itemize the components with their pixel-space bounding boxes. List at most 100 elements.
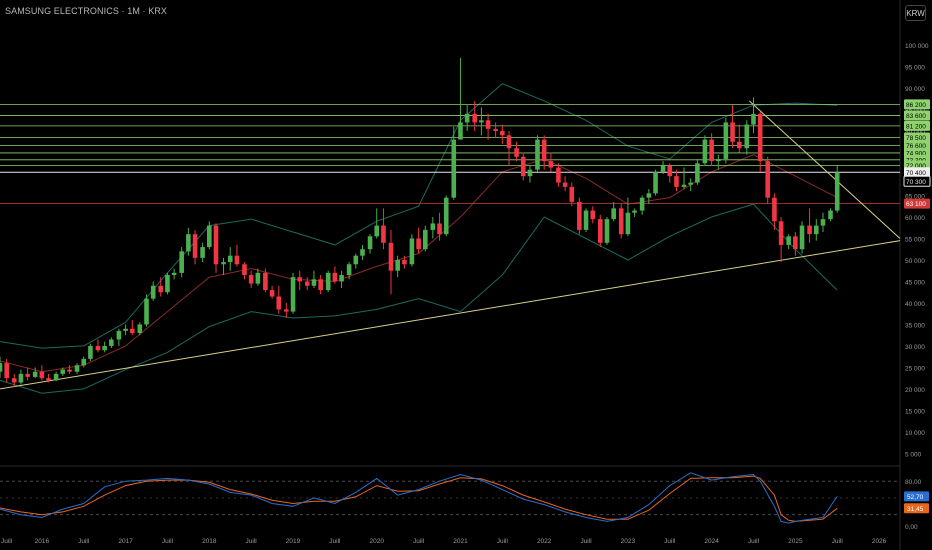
y-tick-label: 65 000 [905,193,925,200]
candle-body [207,225,212,248]
candle-body [150,285,156,299]
candle [569,182,575,207]
candle-body [443,197,449,235]
candle [500,124,505,144]
candle-body [290,277,296,312]
candle [158,277,164,297]
candle-body [360,249,365,256]
candle-body [464,113,470,123]
candle-body [263,272,268,291]
stoch-d-line [0,475,838,522]
candle [409,234,415,267]
candle [311,270,317,288]
candle [290,272,296,314]
candle [527,165,533,183]
price-label: 81 200 [904,120,930,131]
resistance-trendline [748,100,901,239]
candle-body [813,225,819,235]
candle-body [646,193,652,198]
candle-body [116,330,122,340]
candle [46,373,51,383]
stoch-level-0: 0,00 [905,524,918,531]
candle [548,152,554,172]
x-tick-label: 2016 [35,538,50,545]
candle [506,131,512,166]
candle-body [221,262,226,265]
candle [736,124,742,153]
candle [639,195,645,215]
candle [221,257,226,276]
candle [67,365,72,374]
candle-body [32,371,38,377]
stoch-level-80: 80,00 [905,479,922,486]
candle [123,324,128,336]
candle-body [248,275,254,284]
candle-body [723,122,729,159]
candle [430,216,436,239]
trend-lines [0,100,901,390]
candle [11,373,17,387]
candle [207,221,212,250]
candle [535,135,540,172]
candle [479,107,484,136]
candle-body [625,212,631,235]
currency-button[interactable]: KRW [905,5,926,21]
candle-body [276,296,282,310]
candle-body [451,139,457,198]
y-tick-label: 50 000 [905,258,925,265]
candle [799,221,805,254]
candle [374,208,380,239]
candle [81,356,87,368]
candle [730,105,735,149]
y-tick-label: 25 000 [905,365,925,372]
candle-body [388,242,394,271]
candle [667,163,673,183]
candle [744,120,750,155]
candle-body [95,345,101,351]
candle [0,356,3,379]
candle [472,100,477,132]
candle [179,247,184,278]
x-tick-label: Juill [329,538,341,545]
candle-body [681,184,687,187]
price-label: 70 300 [903,175,931,187]
x-tick-label: Juill [162,538,174,545]
stoch-d-bg [904,503,929,514]
candle-body [171,272,177,276]
x-tick-label: Juill [1,538,13,545]
candle-body [716,158,721,162]
candle-body [339,275,344,282]
x-tick-label: 2018 [202,538,217,545]
candle-body [416,238,421,250]
candle [632,208,637,217]
candle-body [311,279,317,286]
candle [716,154,721,170]
candle-body [269,290,275,297]
candle-body [255,272,261,284]
candle-body [4,363,9,379]
candle [200,242,205,263]
candle-body [74,365,80,372]
candle [583,208,589,233]
candle [186,227,191,256]
price-label-text: 78 500 [906,135,926,142]
x-tick-label: Juill [413,538,425,545]
candle [242,262,247,280]
bollinger-basis [0,154,838,373]
y-tick-label: 40 000 [905,301,925,308]
price-label-bg [904,99,930,110]
x-tick-label: 2024 [704,538,719,545]
price-label-bg [904,132,930,143]
candle-body [514,148,519,157]
candle-body [751,113,756,125]
candle-body [423,229,428,250]
candle [757,111,763,172]
candle-body [179,251,184,273]
candle-body [39,371,45,379]
candle-body [88,345,93,359]
candle [388,229,394,295]
candle [541,135,547,170]
candle [263,268,268,293]
x-tick-label: Juill [664,538,676,545]
